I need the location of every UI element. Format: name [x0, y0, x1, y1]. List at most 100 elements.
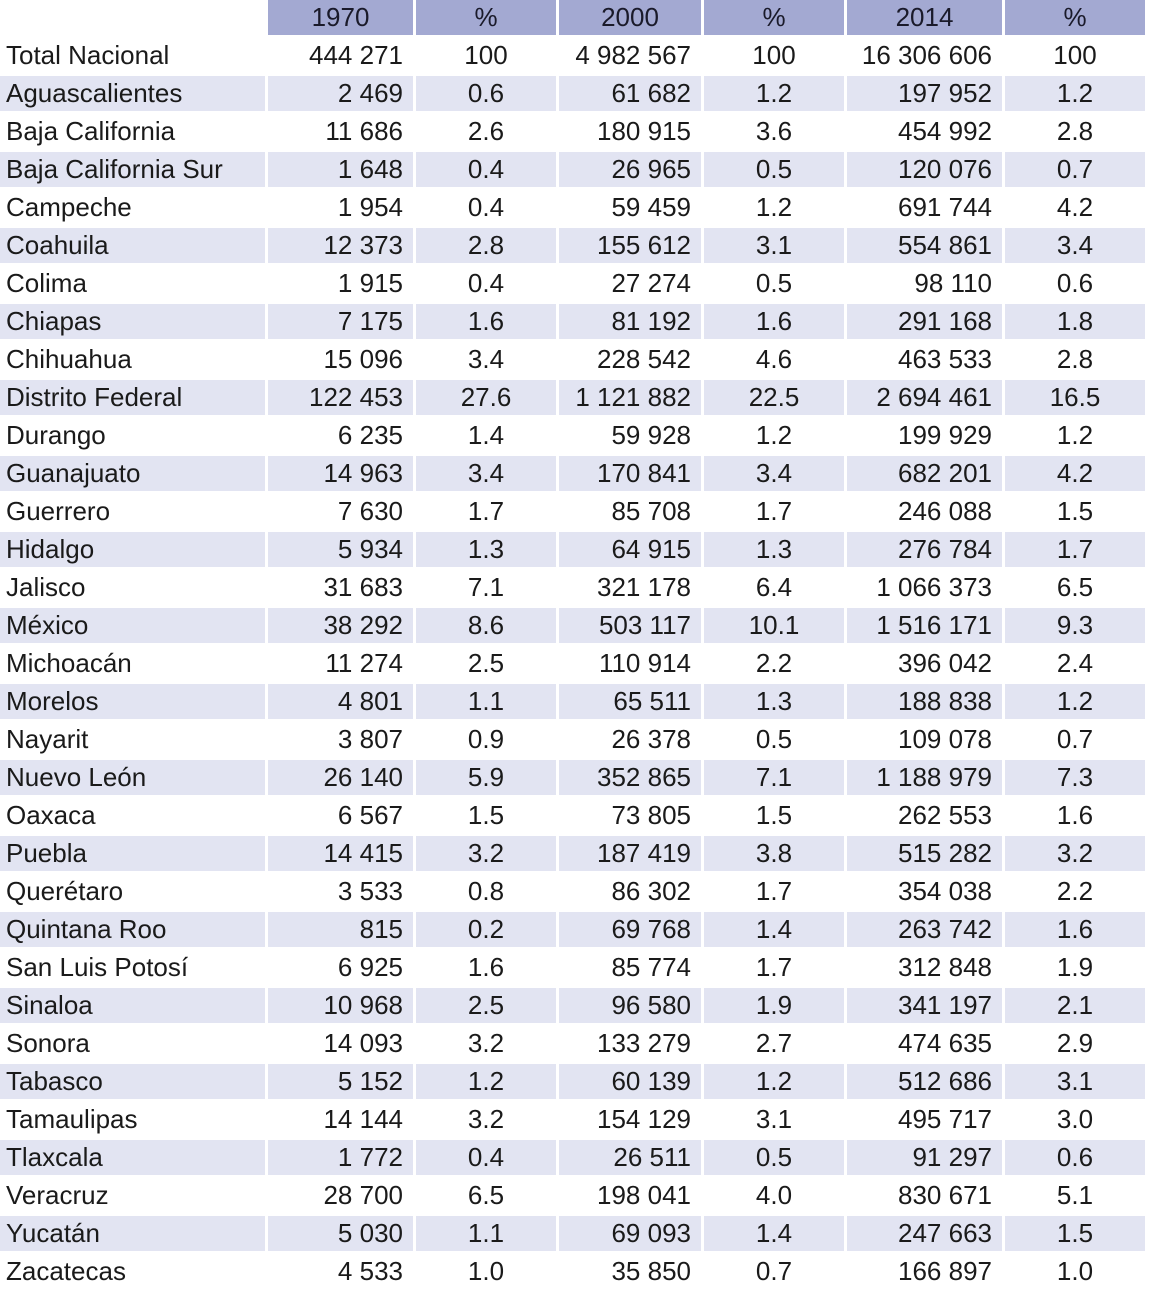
pct-1970-cell: 1.3 [416, 532, 556, 567]
value-2014-cell: 197 952 [847, 76, 1002, 111]
value-1970-cell: 1 772 [268, 1140, 413, 1175]
pct-2000-cell: 7.1 [704, 760, 844, 795]
pct-2000-cell: 1.2 [704, 1064, 844, 1099]
pct-2000-cell: 3.1 [704, 1102, 844, 1137]
pct-1970-cell: 1.5 [416, 798, 556, 833]
pct-2000-cell: 0.5 [704, 152, 844, 187]
state-name-cell: Zacatecas [0, 1254, 265, 1289]
header-2000: 2000 [559, 0, 701, 35]
value-2000-cell: 69 093 [559, 1216, 701, 1251]
value-2014-cell: 691 744 [847, 190, 1002, 225]
state-name-cell: San Luis Potosí [0, 950, 265, 985]
value-2000-cell: 155 612 [559, 228, 701, 263]
table-row: Coahuila 12 373 2.8 155 612 3.1 554 861 3.4 [0, 228, 1145, 263]
value-2000-cell: 26 511 [559, 1140, 701, 1175]
pct-2000-cell: 0.5 [704, 722, 844, 757]
state-name-cell: Aguascalientes [0, 76, 265, 111]
value-2000-cell: 198 041 [559, 1178, 701, 1213]
value-2014-cell: 1 188 979 [847, 760, 1002, 795]
pct-2000-cell: 1.2 [704, 418, 844, 453]
value-1970-cell: 11 274 [268, 646, 413, 681]
state-name-cell: Baja California Sur [0, 152, 265, 187]
value-2014-cell: 91 297 [847, 1140, 1002, 1175]
pct-2014-cell: 1.2 [1005, 684, 1145, 719]
state-name-cell: Sinaloa [0, 988, 265, 1023]
pct-2014-cell: 6.5 [1005, 570, 1145, 605]
pct-2000-cell: 100 [704, 38, 844, 73]
value-2014-cell: 495 717 [847, 1102, 1002, 1137]
pct-1970-cell: 3.2 [416, 1102, 556, 1137]
pct-2014-cell: 1.6 [1005, 912, 1145, 947]
state-name-cell: Tabasco [0, 1064, 265, 1099]
pct-2014-cell: 3.2 [1005, 836, 1145, 871]
table-row: Tamaulipas 14 144 3.2 154 129 3.1 495 717 3.0 [0, 1102, 1145, 1137]
value-2000-cell: 60 139 [559, 1064, 701, 1099]
value-1970-cell: 4 801 [268, 684, 413, 719]
pct-1970-cell: 3.2 [416, 1026, 556, 1061]
table-row: Tabasco 5 152 1.2 60 139 1.2 512 686 3.1 [0, 1064, 1145, 1099]
value-2000-cell: 170 841 [559, 456, 701, 491]
value-2014-cell: 463 533 [847, 342, 1002, 377]
pct-2014-cell: 1.2 [1005, 76, 1145, 111]
pct-2014-cell: 2.8 [1005, 342, 1145, 377]
pct-2014-cell: 5.1 [1005, 1178, 1145, 1213]
value-1970-cell: 4 533 [268, 1254, 413, 1289]
pct-2000-cell: 1.6 [704, 304, 844, 339]
value-2000-cell: 1 121 882 [559, 380, 701, 415]
value-1970-cell: 5 934 [268, 532, 413, 567]
state-name-cell: Quintana Roo [0, 912, 265, 947]
header-row: 1970 % 2000 % 2014 % [0, 0, 1145, 35]
pct-2000-cell: 4.0 [704, 1178, 844, 1213]
table-row: Morelos 4 801 1.1 65 511 1.3 188 838 1.2 [0, 684, 1145, 719]
pct-1970-cell: 2.8 [416, 228, 556, 263]
header-pct-2014: % [1005, 0, 1145, 35]
state-name-cell: Oaxaca [0, 798, 265, 833]
value-1970-cell: 10 968 [268, 988, 413, 1023]
state-name-cell: Total Nacional [0, 38, 265, 73]
value-1970-cell: 7 175 [268, 304, 413, 339]
table-row: Chiapas 7 175 1.6 81 192 1.6 291 168 1.8 [0, 304, 1145, 339]
pct-1970-cell: 0.4 [416, 1140, 556, 1175]
value-1970-cell: 11 686 [268, 114, 413, 149]
pct-2000-cell: 1.3 [704, 684, 844, 719]
state-name-cell: Querétaro [0, 874, 265, 909]
state-name-cell: Jalisco [0, 570, 265, 605]
value-1970-cell: 6 925 [268, 950, 413, 985]
value-1970-cell: 6 567 [268, 798, 413, 833]
value-2000-cell: 64 915 [559, 532, 701, 567]
table-row: Total Nacional 444 271 100 4 982 567 100 16 3… [0, 38, 1145, 73]
header-pct-1970: % [416, 0, 556, 35]
pct-1970-cell: 0.2 [416, 912, 556, 947]
state-name-cell: Chiapas [0, 304, 265, 339]
state-name-cell: Veracruz [0, 1178, 265, 1213]
value-1970-cell: 14 963 [268, 456, 413, 491]
pct-2000-cell: 1.7 [704, 950, 844, 985]
value-2014-cell: 199 929 [847, 418, 1002, 453]
value-2014-cell: 354 038 [847, 874, 1002, 909]
pct-2000-cell: 1.9 [704, 988, 844, 1023]
table-row: Yucatán 5 030 1.1 69 093 1.4 247 663 1.5 [0, 1216, 1145, 1251]
pct-1970-cell: 8.6 [416, 608, 556, 643]
value-1970-cell: 14 415 [268, 836, 413, 871]
pct-1970-cell: 2.6 [416, 114, 556, 149]
table-row: Distrito Federal 122 453 27.6 1 121 882 22.5… [0, 380, 1145, 415]
value-2000-cell: 228 542 [559, 342, 701, 377]
pct-1970-cell: 0.4 [416, 152, 556, 187]
value-2014-cell: 312 848 [847, 950, 1002, 985]
pct-2000-cell: 6.4 [704, 570, 844, 605]
value-2014-cell: 341 197 [847, 988, 1002, 1023]
value-2000-cell: 180 915 [559, 114, 701, 149]
table-row: Colima 1 915 0.4 27 274 0.5 98 110 0.6 [0, 266, 1145, 301]
pct-2000-cell: 1.4 [704, 912, 844, 947]
value-2000-cell: 81 192 [559, 304, 701, 339]
table-row: Guerrero 7 630 1.7 85 708 1.7 246 088 1.5 [0, 494, 1145, 529]
pct-2000-cell: 1.2 [704, 190, 844, 225]
state-name-cell: Chihuahua [0, 342, 265, 377]
value-2014-cell: 188 838 [847, 684, 1002, 719]
value-2000-cell: 85 774 [559, 950, 701, 985]
value-1970-cell: 3 533 [268, 874, 413, 909]
table-row: Veracruz 28 700 6.5 198 041 4.0 830 671 5.1 [0, 1178, 1145, 1213]
pct-1970-cell: 1.1 [416, 1216, 556, 1251]
pct-2014-cell: 100 [1005, 38, 1145, 73]
pct-2000-cell: 2.7 [704, 1026, 844, 1061]
